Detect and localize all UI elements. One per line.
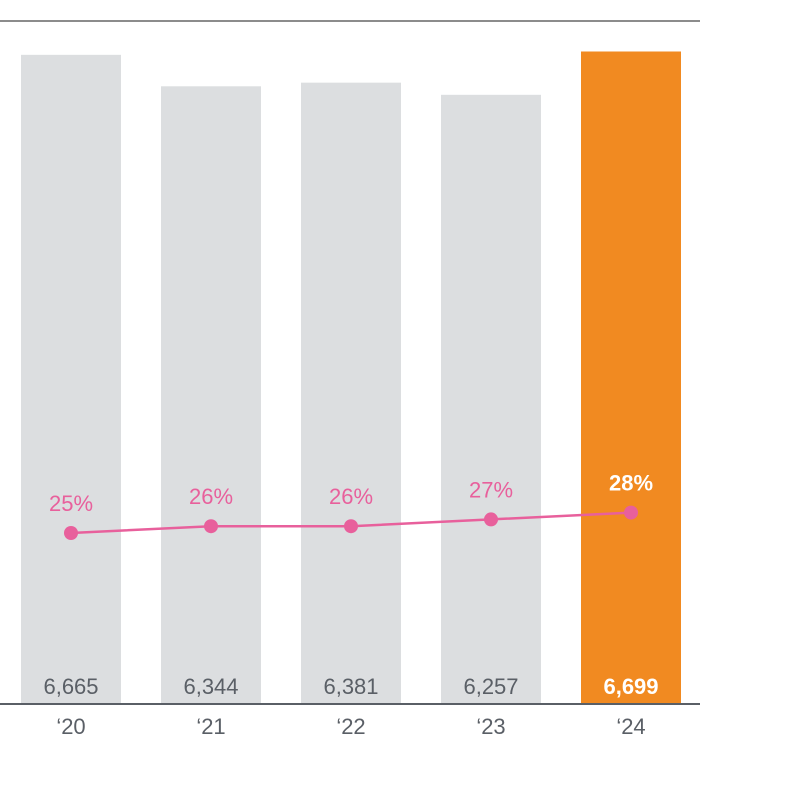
percent-label-2: 26% — [329, 484, 373, 509]
percent-point-2 — [344, 519, 358, 534]
percent-label-0: 25% — [49, 491, 93, 516]
x-tick-labels: ‘20 ‘21 ‘22 ‘23 ‘24 — [56, 714, 645, 739]
bars-group — [21, 51, 681, 704]
percent-label-4: 28% — [609, 471, 653, 496]
bar-value-label-2: 6,381 — [323, 674, 378, 699]
bar-value-label-3: 6,257 — [463, 674, 518, 699]
x-tick-label-4: ‘24 — [616, 714, 645, 739]
bar-value-labels: 6,665 6,344 6,381 6,257 6,699 — [43, 674, 658, 699]
bar-0 — [21, 54, 121, 703]
percent-point-0 — [64, 526, 78, 540]
bar-value-label-0: 6,665 — [43, 674, 98, 699]
x-tick-label-2: ‘22 — [336, 714, 365, 739]
x-tick-label-1: ‘21 — [196, 714, 225, 739]
x-tick-label-0: ‘20 — [56, 714, 85, 739]
percent-label-3: 27% — [469, 477, 513, 502]
bar-3 — [441, 94, 541, 703]
x-tick-label-3: ‘23 — [476, 714, 505, 739]
bar-2 — [301, 82, 401, 704]
percent-point-3 — [484, 512, 498, 527]
percent-point-4 — [624, 505, 638, 520]
percent-label-1: 26% — [189, 484, 233, 509]
bar-1 — [161, 86, 261, 703]
bar-value-label-4: 6,699 — [603, 674, 658, 699]
bar-value-label-1: 6,344 — [183, 674, 238, 699]
bar-4 — [581, 51, 681, 704]
percent-point-1 — [204, 519, 218, 534]
percent-line-series: 25% 26% 26% 27% 28% — [49, 471, 653, 540]
